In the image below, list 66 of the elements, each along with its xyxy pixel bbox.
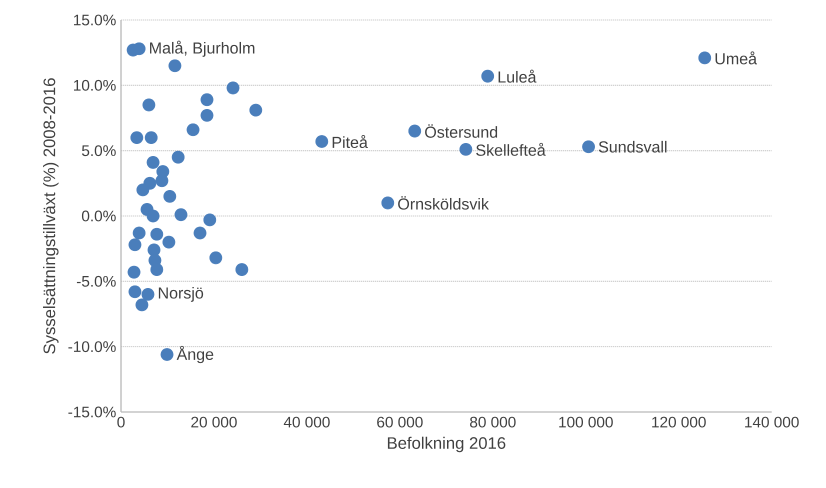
point <box>459 142 472 156</box>
annotation: Piteå <box>332 134 368 148</box>
y-tick-label: -10.0% <box>68 341 116 352</box>
point <box>249 104 262 117</box>
y-tick-label: -5.0% <box>76 276 116 287</box>
point <box>698 51 712 64</box>
point <box>142 98 156 112</box>
point <box>128 285 142 298</box>
point <box>582 140 595 154</box>
x-axis-title: Befolkning 2016 <box>388 436 506 452</box>
point <box>163 190 176 203</box>
annotation: Umeå <box>716 51 757 64</box>
annotation: Norsjö <box>158 286 204 302</box>
point <box>160 348 174 361</box>
point <box>128 238 142 252</box>
x-tick-label: 20 000 <box>191 416 237 428</box>
point <box>203 214 216 226</box>
annotation: Östersund <box>425 124 498 138</box>
point <box>481 70 494 83</box>
y-tick-label: 0.0% <box>82 210 116 222</box>
y-axis-title: Sysselsättningstillväxt (%) 2008-2016 <box>43 78 59 354</box>
point <box>132 42 146 56</box>
point <box>315 135 328 148</box>
annotation: Ånge <box>176 346 214 364</box>
annotation: Skellefteå <box>476 142 546 156</box>
x-tick-label: 60 000 <box>377 416 423 428</box>
point <box>150 228 164 241</box>
x-tick-label: 120 000 <box>652 416 706 428</box>
point <box>168 59 182 72</box>
point <box>172 150 185 164</box>
point <box>162 236 176 249</box>
annotation: Örnsköldsvik <box>398 196 489 210</box>
y-tick-label: -15.0% <box>68 406 116 418</box>
point <box>381 196 394 210</box>
y-tick-label: 15.0% <box>74 14 116 26</box>
point <box>146 210 160 222</box>
point <box>136 298 148 312</box>
point <box>130 131 144 144</box>
point <box>148 244 160 256</box>
point <box>194 226 206 240</box>
point <box>144 131 158 144</box>
x-tick-label: 80 000 <box>470 416 516 428</box>
point <box>146 156 160 169</box>
point <box>200 108 214 122</box>
y-tick-label: 5.0% <box>82 145 116 156</box>
point <box>226 82 240 94</box>
point <box>186 123 200 136</box>
x-tick-label: 140 000 <box>745 416 799 428</box>
point <box>408 124 422 138</box>
point <box>156 174 168 188</box>
y-tick-label: 10.0% <box>74 80 116 91</box>
annotation: Sundsvall <box>598 140 666 153</box>
annotation: Malå, Bjurholm <box>150 40 254 57</box>
point <box>128 266 140 279</box>
point <box>200 93 214 106</box>
x-tick-label: 100 000 <box>559 416 613 428</box>
point <box>136 183 150 196</box>
point <box>150 263 164 276</box>
annotation: Luleå <box>498 70 536 83</box>
point <box>174 208 188 222</box>
point <box>132 226 146 240</box>
point <box>142 288 154 301</box>
x-tick-label: 0 <box>117 416 125 428</box>
point <box>209 251 222 264</box>
x-tick-label: 40 000 <box>284 416 330 428</box>
point <box>235 263 248 276</box>
